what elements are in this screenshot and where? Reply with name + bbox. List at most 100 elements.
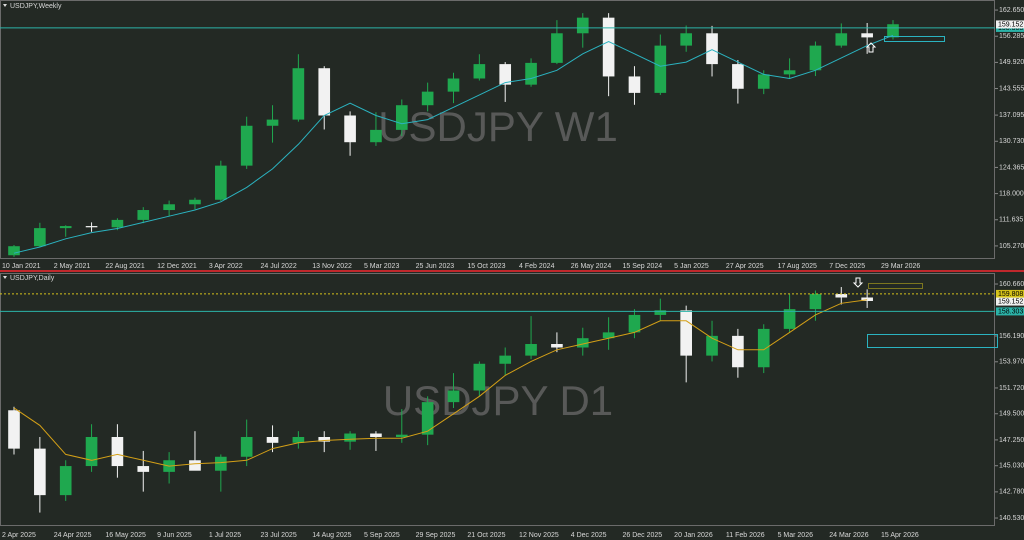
up-arrow: [865, 42, 877, 53]
candle-body: [421, 402, 434, 435]
y-tick-label: 151.720: [999, 385, 1024, 392]
candle-body: [809, 45, 822, 71]
candle-body: [654, 45, 667, 93]
x-tick-label: 26 Dec 2025: [622, 532, 662, 539]
candle-body: [835, 33, 848, 46]
y-tick-label: 124.365: [999, 164, 1024, 171]
candle-body: [215, 165, 227, 200]
candle-body: [189, 460, 201, 471]
price-level-label: 158.303: [998, 308, 1023, 315]
moving-average: [13, 299, 868, 467]
candle-body: [602, 332, 615, 339]
y-tick-label: 156.190: [999, 333, 1024, 340]
y-tick-label: 130.730: [999, 138, 1024, 145]
candle-body: [887, 24, 899, 38]
candle-body: [732, 335, 744, 368]
candle-body: [111, 437, 124, 467]
candle-body: [318, 68, 331, 116]
x-tick-label: 20 Jan 2026: [674, 532, 713, 539]
y-tick-label: 160.660: [999, 281, 1024, 288]
candle-body: [473, 64, 486, 79]
candle-body: [757, 328, 770, 368]
candle-body: [861, 297, 873, 301]
candle-body: [447, 78, 460, 92]
candle-body: [292, 68, 305, 120]
x-tick-label: 29 Mar 2026: [881, 263, 920, 270]
candle-body: [732, 64, 744, 89]
x-tick-label: 26 May 2024: [571, 263, 612, 270]
candle-body: [861, 33, 873, 38]
candle-body: [215, 456, 227, 471]
zone-box: [867, 334, 998, 348]
x-tick-label: 4 Feb 2024: [519, 263, 555, 270]
zone-box: [868, 283, 923, 289]
x-tick-label: 2 May 2021: [54, 263, 91, 270]
zone-box: [884, 36, 945, 42]
x-tick-label: 27 Apr 2025: [726, 263, 764, 270]
candle-body: [292, 437, 305, 443]
x-tick-label: 5 Mar 2023: [364, 263, 400, 270]
pane-menu-icon[interactable]: [3, 276, 7, 279]
x-tick-label: 14 Aug 2025: [312, 532, 351, 539]
pane-title: USDJPY,Daily: [10, 275, 55, 282]
candle-body: [499, 64, 512, 85]
watermark: USDJPY W1: [378, 103, 618, 150]
x-tick-label: 24 Mar 2026: [829, 532, 868, 539]
x-tick-label: 24 Jul 2022: [261, 263, 297, 270]
candle-body: [370, 433, 382, 438]
candle-body: [680, 33, 692, 46]
x-tick-label: 4 Dec 2025: [571, 532, 607, 539]
candle-body: [628, 76, 641, 93]
y-tick-label: 142.780: [999, 489, 1024, 496]
candle-body: [344, 433, 356, 442]
x-tick-label: 22 Aug 2021: [105, 263, 144, 270]
x-tick-label: 15 Sep 2024: [622, 263, 662, 270]
candle-body: [783, 70, 796, 75]
pane-frame: [0, 0, 995, 259]
candle-body: [8, 246, 20, 256]
candle-body: [551, 344, 563, 348]
candle-body: [654, 310, 667, 315]
candle-body: [499, 355, 512, 364]
candle-body: [421, 91, 434, 106]
candle-body: [240, 125, 253, 166]
pane-frame: [0, 273, 995, 526]
candle-body: [111, 219, 124, 228]
x-tick-label: 10 Jan 2021: [2, 263, 41, 270]
candle-body: [59, 226, 72, 229]
y-tick-label: 147.250: [999, 437, 1024, 444]
candle-body: [576, 338, 589, 348]
current-price-label: 159.152: [998, 298, 1023, 305]
current-price-tag: [996, 297, 1024, 306]
x-tick-label: 9 Jun 2025: [157, 532, 192, 539]
price-level-label: 159.808: [998, 291, 1023, 298]
moving-average: [13, 34, 894, 254]
candle-body: [525, 344, 537, 356]
candle-body: [266, 119, 279, 126]
candle-body: [576, 17, 589, 34]
candle-body: [525, 62, 537, 85]
y-tick-label: 118.000: [999, 190, 1024, 197]
y-tick-label: 149.920: [999, 59, 1024, 66]
x-tick-label: 23 Jul 2025: [261, 532, 297, 539]
candle-body: [137, 210, 150, 220]
candle-body: [706, 335, 718, 356]
y-tick-label: 143.555: [999, 85, 1024, 92]
candle-body: [783, 309, 796, 329]
x-tick-label: 5 Mar 2026: [778, 532, 814, 539]
candle-body: [757, 74, 770, 89]
y-tick-label: 162.650: [999, 7, 1024, 14]
x-tick-label: 17 Aug 2025: [778, 263, 817, 270]
candle-body: [34, 448, 46, 496]
candle-body: [395, 105, 408, 130]
candle-body: [809, 294, 822, 310]
candle-body: [473, 363, 486, 391]
x-tick-label: 25 Jun 2023: [416, 263, 455, 270]
pane-menu-icon[interactable]: [3, 4, 7, 7]
price-level-tag: [996, 307, 1024, 316]
candle-body: [85, 437, 98, 467]
candle-body: [706, 33, 718, 65]
current-price-label: 159.152: [998, 21, 1023, 28]
candle-body: [85, 226, 98, 228]
x-tick-label: 29 Sep 2025: [416, 532, 456, 539]
